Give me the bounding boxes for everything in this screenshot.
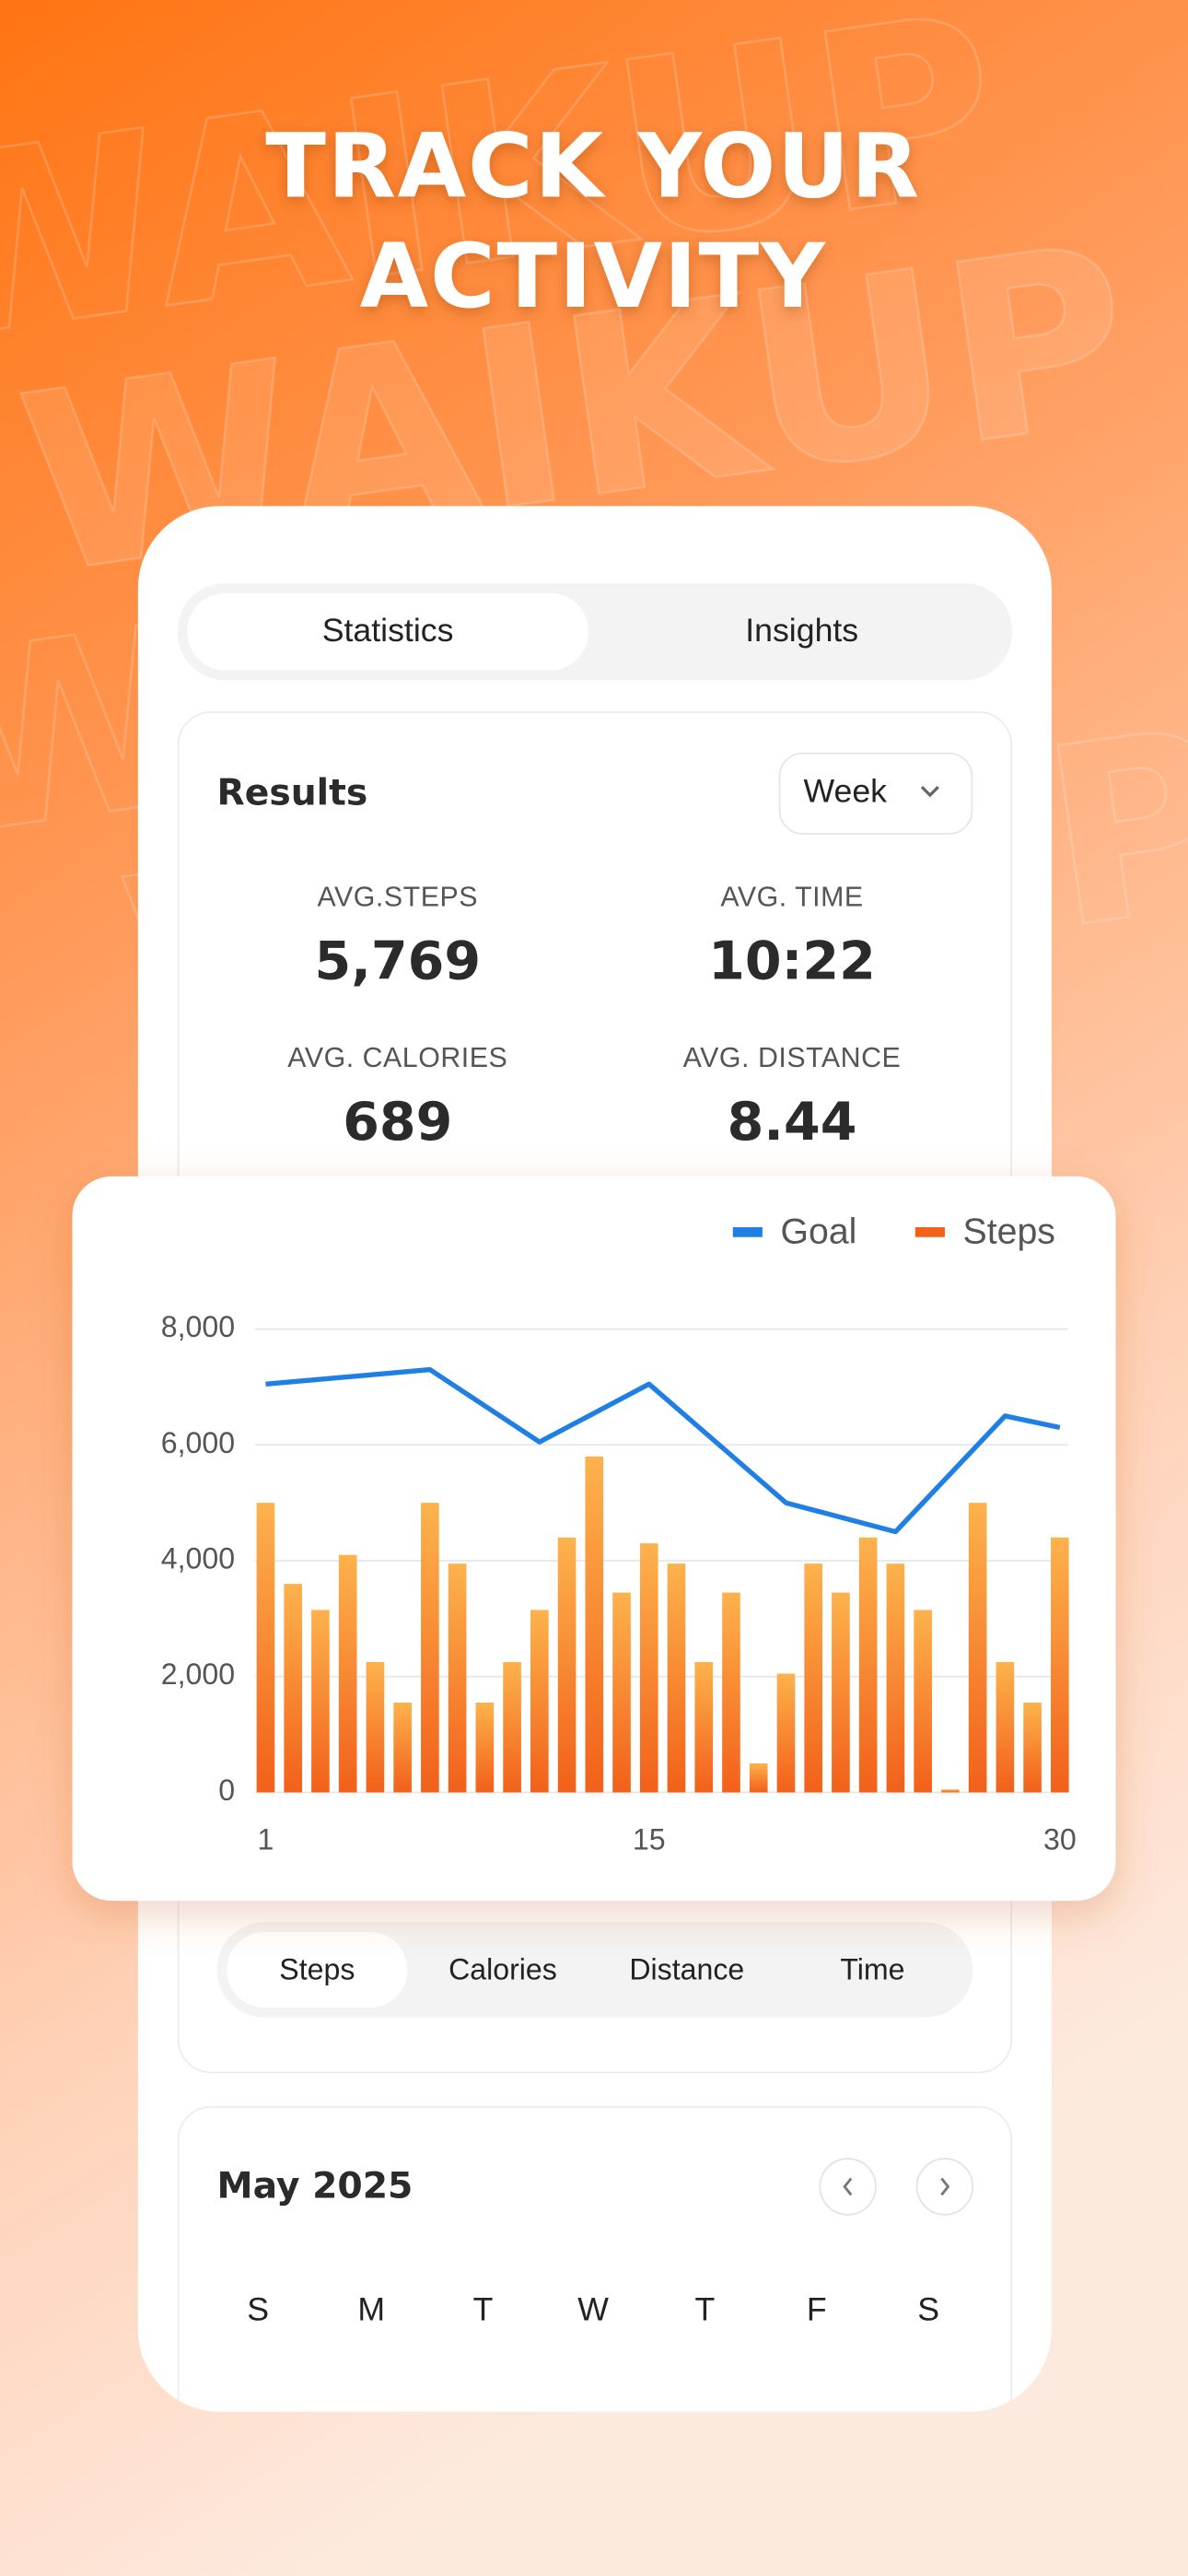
bar	[832, 1592, 850, 1793]
bar	[338, 1554, 357, 1793]
weekday: T	[695, 2290, 716, 2327]
period[interactable]: Week	[803, 773, 887, 810]
stat-value: 8.44	[728, 1092, 857, 1153]
legend-swatch	[914, 1227, 945, 1237]
weekday: F	[807, 2290, 827, 2327]
weekday: M	[357, 2290, 385, 2327]
y-tick-label: 2,000	[161, 1657, 235, 1691]
tab-active[interactable]	[187, 592, 588, 671]
stat-label: AVG. TIME	[720, 882, 863, 912]
bar	[886, 1563, 905, 1793]
stat-label: AVG. DISTANCE	[683, 1043, 902, 1073]
bar	[722, 1592, 740, 1793]
bar	[749, 1763, 768, 1793]
bar	[393, 1703, 412, 1793]
y-tick-label: 6,000	[161, 1426, 235, 1459]
bar	[284, 1584, 303, 1793]
weekday: W	[577, 2290, 609, 2327]
legend-swatch	[732, 1227, 763, 1237]
x-tick-label: 30	[1043, 1822, 1077, 1856]
bar	[694, 1662, 714, 1793]
bar	[968, 1503, 987, 1793]
stat-value: 10:22	[708, 931, 876, 991]
goal-line	[265, 1366, 1061, 1535]
bar	[639, 1543, 658, 1793]
headline: ACTIVITY	[360, 225, 827, 328]
legend-label: Steps	[963, 1212, 1055, 1252]
y-tick-label: 8,000	[161, 1310, 235, 1343]
bar	[256, 1503, 275, 1793]
weekday: S	[247, 2290, 269, 2327]
bar	[667, 1563, 686, 1793]
metric-tab[interactable]: Steps	[279, 1952, 355, 1985]
bar	[996, 1662, 1015, 1793]
results-title: Results	[217, 773, 368, 814]
bar	[421, 1503, 439, 1793]
legend-label: Goal	[781, 1212, 857, 1252]
bar	[585, 1456, 604, 1793]
chevron	[920, 786, 939, 798]
weekday: T	[473, 2290, 494, 2327]
next-button[interactable]	[915, 2158, 974, 2216]
y-tick-label: 0	[218, 1774, 235, 1807]
stat-value: 689	[343, 1092, 452, 1153]
bar	[858, 1537, 878, 1793]
y-tick-label: 4,000	[161, 1541, 235, 1575]
tab[interactable]: Statistics	[322, 612, 454, 649]
x-tick-label: 15	[633, 1822, 666, 1856]
headline: TRACK YOUR	[265, 115, 921, 218]
stat-label: AVG. CALORIES	[287, 1043, 507, 1073]
bar	[941, 1789, 960, 1793]
bar	[366, 1662, 385, 1793]
metric-tab[interactable]: Distance	[629, 1952, 744, 1985]
calendar-card	[177, 2106, 1013, 2412]
bar	[1023, 1703, 1042, 1793]
period-dropdown[interactable]	[778, 752, 973, 835]
bar	[311, 1610, 330, 1793]
x-tick-label: 1	[258, 1822, 274, 1856]
bar	[1051, 1537, 1069, 1793]
metric-tab-active[interactable]	[227, 1932, 408, 2008]
bar	[503, 1662, 521, 1793]
bar	[475, 1703, 495, 1793]
bar	[776, 1673, 796, 1793]
bar	[914, 1610, 932, 1793]
stat-label: AVG.STEPS	[318, 882, 478, 912]
metric-tabs	[216, 1922, 973, 2018]
prev-button[interactable]	[819, 2158, 877, 2216]
weekday: S	[917, 2290, 939, 2327]
next-icon	[940, 2177, 950, 2196]
bar	[804, 1563, 823, 1793]
calendar-title: May 2025	[217, 2166, 413, 2207]
metric-tab[interactable]: Calories	[448, 1952, 557, 1985]
stat-value: 5,769	[315, 931, 482, 991]
prev-icon	[843, 2177, 853, 2196]
bar	[448, 1563, 467, 1793]
metric-tab[interactable]: Time	[840, 1952, 904, 1985]
bar	[557, 1537, 577, 1793]
bar	[612, 1592, 631, 1793]
bar	[530, 1610, 549, 1793]
tab[interactable]: Insights	[745, 612, 858, 649]
